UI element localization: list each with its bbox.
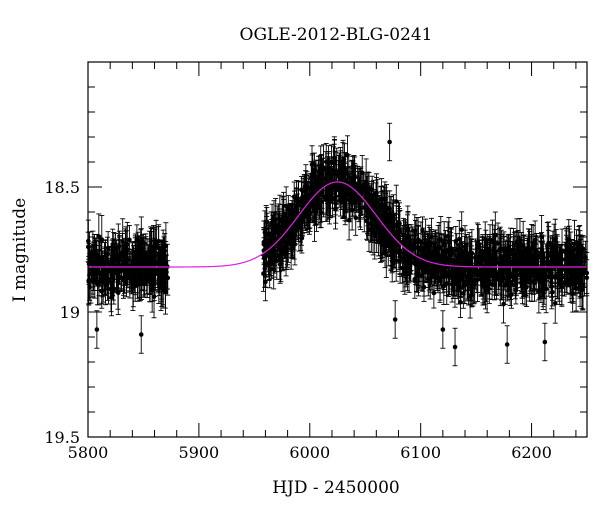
data-point bbox=[108, 276, 114, 282]
data-point bbox=[132, 266, 137, 272]
data-point bbox=[501, 301, 506, 307]
data-point bbox=[96, 264, 102, 269]
data-point bbox=[96, 234, 102, 239]
data-point bbox=[135, 269, 140, 275]
data-point bbox=[143, 254, 149, 259]
data-point bbox=[110, 243, 115, 249]
data-point bbox=[412, 276, 418, 282]
data-point bbox=[99, 237, 105, 242]
data-point bbox=[262, 266, 268, 271]
data-point bbox=[532, 237, 538, 243]
data-point bbox=[162, 288, 168, 294]
data-point bbox=[569, 252, 575, 258]
data-point bbox=[102, 259, 107, 265]
data-point bbox=[121, 277, 126, 283]
data-point bbox=[537, 279, 542, 285]
data-point bbox=[94, 270, 99, 276]
data-point bbox=[127, 237, 132, 243]
data-point bbox=[299, 187, 304, 193]
data-point bbox=[151, 257, 156, 263]
data-point bbox=[91, 257, 97, 263]
data-point bbox=[459, 253, 464, 259]
data-point bbox=[459, 227, 464, 232]
data-point bbox=[89, 267, 95, 272]
data-point bbox=[431, 290, 437, 296]
data-point bbox=[323, 176, 329, 182]
data-point bbox=[359, 170, 365, 176]
data-point bbox=[478, 276, 484, 282]
data-point bbox=[151, 294, 157, 299]
data-point bbox=[162, 248, 168, 254]
data-point bbox=[124, 252, 129, 257]
data-point bbox=[435, 244, 441, 250]
data-point bbox=[99, 276, 105, 282]
data-point bbox=[139, 256, 145, 262]
data-points bbox=[85, 122, 590, 367]
data-point bbox=[345, 152, 350, 158]
data-point bbox=[156, 262, 161, 267]
data-point bbox=[115, 290, 121, 296]
chart-title: OGLE-2012-BLG-0241 bbox=[240, 25, 433, 45]
data-point bbox=[456, 236, 462, 242]
data-point bbox=[112, 253, 118, 259]
data-point bbox=[155, 269, 161, 275]
data-point bbox=[120, 249, 125, 255]
data-point bbox=[146, 269, 152, 275]
data-point bbox=[493, 232, 498, 238]
data-point bbox=[448, 245, 454, 251]
data-point bbox=[115, 261, 120, 266]
data-point bbox=[134, 237, 140, 243]
data-point bbox=[128, 273, 134, 278]
data-point bbox=[117, 257, 122, 262]
data-point bbox=[160, 268, 165, 274]
data-point bbox=[154, 241, 159, 246]
data-point bbox=[572, 241, 577, 247]
